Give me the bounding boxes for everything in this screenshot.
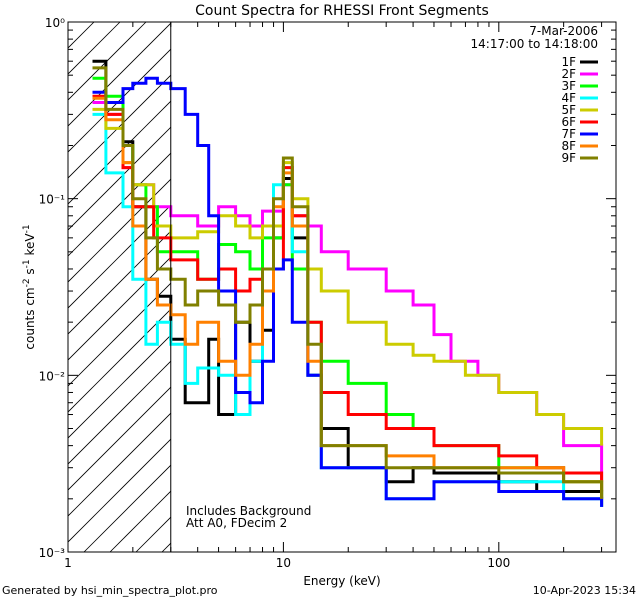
hatch-line bbox=[68, 386, 171, 491]
y-tick-label: 10⁻² bbox=[39, 369, 66, 383]
y-tick-label: 10⁻¹ bbox=[39, 193, 66, 207]
x-tick-label: 10 bbox=[276, 556, 291, 570]
chart-title: Count Spectra for RHESSI Front Segments bbox=[195, 3, 489, 19]
hatch-line bbox=[68, 230, 171, 335]
x-tick-label: 100 bbox=[487, 556, 510, 570]
hatch-line bbox=[68, 22, 95, 49]
annotation-background: Includes Background bbox=[186, 504, 311, 518]
legend-label-1F: 1F bbox=[561, 55, 576, 69]
hatch-line bbox=[68, 282, 171, 387]
legend-label-4F: 4F bbox=[561, 91, 576, 105]
y-axis-label: counts cm-2 s-1 keV-1 bbox=[22, 224, 37, 349]
hatch-line bbox=[68, 22, 171, 127]
hatch-line bbox=[68, 152, 171, 257]
x-tick-label: 1 bbox=[64, 556, 72, 570]
y-tick-label: 10⁻³ bbox=[39, 546, 66, 560]
hatch-line bbox=[68, 256, 171, 361]
date-label: 7-Mar-2006 bbox=[529, 24, 598, 38]
legend-label-5F: 5F bbox=[561, 103, 576, 117]
hatch-line bbox=[68, 438, 171, 543]
hatch-line bbox=[68, 100, 171, 205]
legend-label-6F: 6F bbox=[561, 115, 576, 129]
legend-label-9F: 9F bbox=[561, 151, 576, 165]
hatch-line bbox=[68, 308, 171, 413]
time-range-label: 14:17:00 to 14:18:00 bbox=[471, 37, 598, 51]
legend-label-8F: 8F bbox=[561, 139, 576, 153]
series-line-6F bbox=[92, 94, 604, 492]
annotation-attenuator: Att A0, FDecim 2 bbox=[186, 516, 287, 530]
legend-label-2F: 2F bbox=[561, 67, 576, 81]
series-line-9F bbox=[92, 66, 604, 499]
footer-generated-by: Generated by hsi_min_spectra_plot.pro bbox=[2, 584, 218, 597]
hatch-line bbox=[68, 412, 171, 517]
x-axis-label: Energy (keV) bbox=[303, 574, 380, 588]
legend-label-3F: 3F bbox=[561, 79, 576, 93]
series-line-7F bbox=[92, 76, 604, 507]
y-tick-label: 10⁰ bbox=[45, 16, 65, 30]
legend-label-7F: 7F bbox=[561, 127, 576, 141]
hatch-line bbox=[68, 74, 171, 179]
plot-frame bbox=[67, 21, 617, 553]
hatch-line bbox=[68, 22, 69, 23]
hatch-line bbox=[68, 204, 171, 309]
series-line-1F bbox=[92, 59, 604, 507]
footer-date: 10-Apr-2023 15:34 bbox=[533, 584, 636, 597]
hatch-line bbox=[68, 334, 171, 439]
